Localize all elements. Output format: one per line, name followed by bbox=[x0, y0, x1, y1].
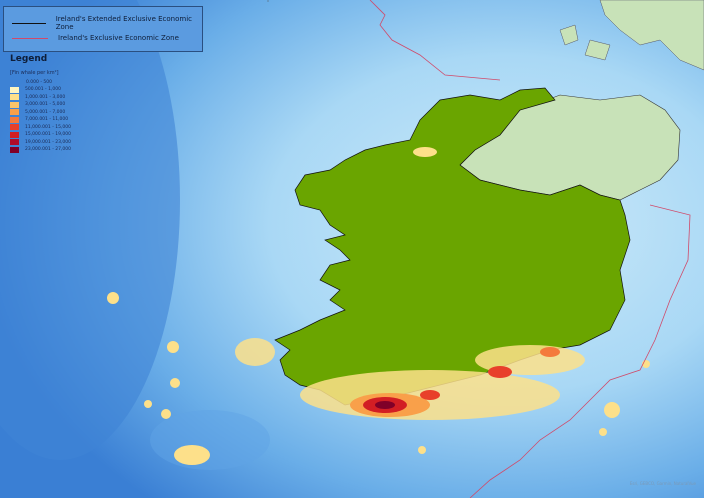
zone-key: Ireland's Extended Exclusive Economic Zo… bbox=[3, 6, 203, 52]
legend-item: 15,000.001 - 19,000 bbox=[10, 131, 71, 139]
land-scotland bbox=[559, 0, 704, 71]
legend-item: 23,000.001 - 27,000 bbox=[10, 146, 71, 154]
legend-swatch bbox=[10, 124, 19, 131]
legend-swatch bbox=[10, 146, 19, 153]
black-line-icon bbox=[12, 22, 46, 24]
legend-label: 5,000.001 - 7,000 bbox=[25, 109, 66, 115]
density-hotspots bbox=[107, 147, 650, 465]
zone-key-eez: Ireland's Exclusive Economic Zone bbox=[12, 34, 179, 42]
legend-item: 3,000.001 - 5,000 bbox=[10, 101, 71, 109]
legend-item: 7,000.001 - 11,000 bbox=[10, 116, 71, 124]
legend-item: 5,000.001 - 7,000 bbox=[10, 109, 71, 117]
legend-label: 500.001 - 1,000 bbox=[25, 87, 61, 93]
legend-swatch bbox=[10, 131, 19, 138]
zone-label: Ireland's Extended Exclusive Economic Zo… bbox=[55, 15, 192, 31]
map-credit: Esri, GEBCO, Garmin, NaturalVue bbox=[629, 481, 696, 486]
deep-trough bbox=[150, 410, 270, 470]
legend-item: 11,000.001 - 15,000 bbox=[10, 124, 71, 132]
legend-label: 15,000.001 - 19,000 bbox=[25, 132, 71, 138]
zone-label: Ireland's Exclusive Economic Zone bbox=[58, 34, 179, 42]
legend-item: 19,000.001 - 23,000 bbox=[10, 139, 71, 147]
zone-key-extended-eez: Ireland's Extended Exclusive Economic Zo… bbox=[12, 15, 202, 31]
legend-swatch bbox=[10, 139, 19, 146]
legend-swatch bbox=[10, 101, 19, 108]
legend-label: 11,000.001 - 15,000 bbox=[25, 124, 71, 130]
legend-label: 1,000.001 - 3,000 bbox=[25, 94, 66, 100]
deep-water-west bbox=[0, 0, 180, 460]
legend-swatch bbox=[10, 116, 19, 123]
legend-swatch bbox=[10, 86, 19, 93]
legend-label: 19,000.001 - 23,000 bbox=[25, 139, 71, 145]
legend-swatch bbox=[10, 109, 19, 116]
legend-item: 500.001 - 1,000 bbox=[10, 86, 71, 94]
legend: Legend [Fin whale per km²] 0.000 - 500 5… bbox=[10, 54, 71, 154]
legend-label: 7,000.001 - 11,000 bbox=[25, 117, 69, 123]
legend-item: 1,000.001 - 3,000 bbox=[10, 94, 71, 102]
legend-first-class: 0.000 - 500 bbox=[26, 80, 52, 85]
legend-title: Legend bbox=[10, 54, 48, 64]
legend-label: 3,000.001 - 5,000 bbox=[25, 102, 66, 108]
red-line-icon bbox=[12, 37, 48, 39]
eez-boundary bbox=[369, 0, 691, 498]
legend-swatch bbox=[10, 94, 19, 101]
legend-label: 23,000.001 - 27,000 bbox=[25, 147, 71, 153]
legend-unit: [Fin whale per km²] bbox=[10, 70, 59, 76]
